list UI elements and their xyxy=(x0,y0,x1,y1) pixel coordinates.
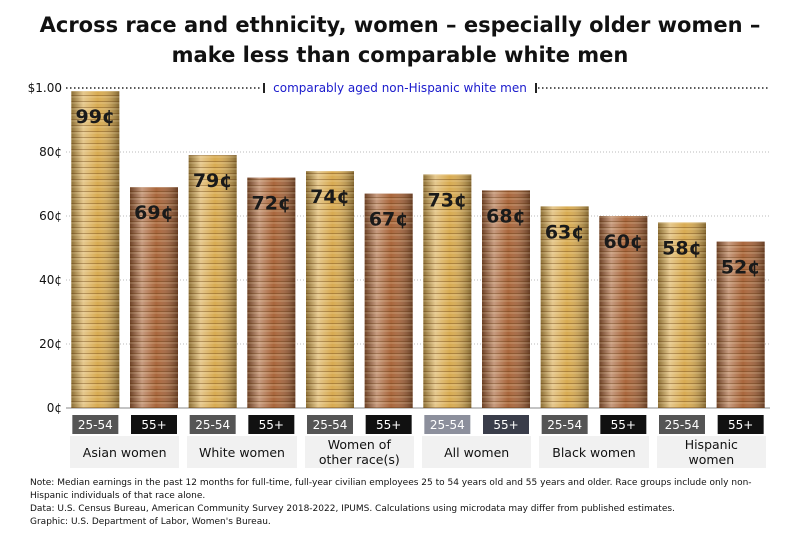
group-label: Women of other race(s) xyxy=(304,436,414,468)
value-label: 58¢ xyxy=(662,237,702,259)
age-box xyxy=(483,415,529,434)
age-box xyxy=(248,415,295,434)
value-label: 79¢ xyxy=(193,170,233,192)
coin-ridges xyxy=(658,222,706,408)
value-label: 68¢ xyxy=(486,205,526,227)
value-label: 52¢ xyxy=(721,257,761,279)
coin-ridges xyxy=(364,193,413,408)
group-label: White women xyxy=(187,436,297,468)
coin-ridges xyxy=(599,216,648,408)
x-tick-label: 25-54 xyxy=(78,418,113,432)
age-box xyxy=(131,415,177,434)
coin-ridges xyxy=(306,171,354,408)
x-tick-label: 25-54 xyxy=(313,418,348,432)
coin-ridges xyxy=(130,187,178,408)
note: Data: U.S. Census Bureau, American Commu… xyxy=(30,504,675,514)
coin-ridges xyxy=(540,206,589,408)
coin-ridges xyxy=(423,174,472,408)
group-label: All women xyxy=(422,436,532,468)
group-label: Black women xyxy=(539,436,649,468)
value-label: 67¢ xyxy=(369,209,409,231)
value-label: 73¢ xyxy=(427,189,467,211)
y-tick-label: 40¢ xyxy=(39,273,62,287)
group-label: Asian women xyxy=(70,436,180,468)
age-box xyxy=(307,415,353,434)
value-label: 72¢ xyxy=(251,193,291,215)
x-tick-label: 55+ xyxy=(728,418,753,432)
note: Graphic: U.S. Department of Labor, Women… xyxy=(30,517,271,527)
age-box xyxy=(600,415,647,434)
y-tick-label: 0¢ xyxy=(47,401,62,415)
x-tick-label: 55+ xyxy=(376,418,401,432)
coin-ridges xyxy=(71,91,120,408)
age-box xyxy=(365,415,412,434)
value-label: 69¢ xyxy=(134,202,174,224)
x-tick-label: 25-54 xyxy=(547,418,582,432)
chart-title: Across race and ethnicity, women – espec… xyxy=(39,13,761,67)
y-tick-label: 80¢ xyxy=(39,145,62,159)
age-box xyxy=(717,415,764,434)
x-tick-label: 25-54 xyxy=(665,418,700,432)
coin-ridges xyxy=(716,241,765,408)
reference-label: comparably aged non-Hispanic white men xyxy=(273,81,527,95)
x-tick-label: 55+ xyxy=(259,418,284,432)
coin-ridges xyxy=(482,190,530,408)
x-tick-label: 25-54 xyxy=(195,418,230,432)
y-tick-label: $1.00 xyxy=(28,81,62,95)
x-tick-label: 25-54 xyxy=(430,418,465,432)
group-label: Hispanic women xyxy=(656,436,766,468)
y-tick-label: 60¢ xyxy=(39,209,62,223)
value-label: 74¢ xyxy=(310,186,350,208)
age-box xyxy=(424,415,471,434)
note: Note: Median earnings in the past 12 mon… xyxy=(30,478,752,501)
value-label: 60¢ xyxy=(603,231,643,253)
x-tick-label: 55+ xyxy=(141,418,166,432)
notes: Note: Median earnings in the past 12 mon… xyxy=(30,477,770,529)
age-box xyxy=(541,415,588,434)
coin-ridges xyxy=(247,177,296,408)
y-tick-label: 20¢ xyxy=(39,337,62,351)
coin-ridges xyxy=(188,155,237,408)
value-label: 63¢ xyxy=(545,221,585,243)
x-tick-label: 55+ xyxy=(611,418,636,432)
value-label: 99¢ xyxy=(75,106,115,128)
x-tick-label: 55+ xyxy=(493,418,518,432)
age-box xyxy=(72,415,119,434)
age-box xyxy=(659,415,705,434)
age-box xyxy=(189,415,236,434)
